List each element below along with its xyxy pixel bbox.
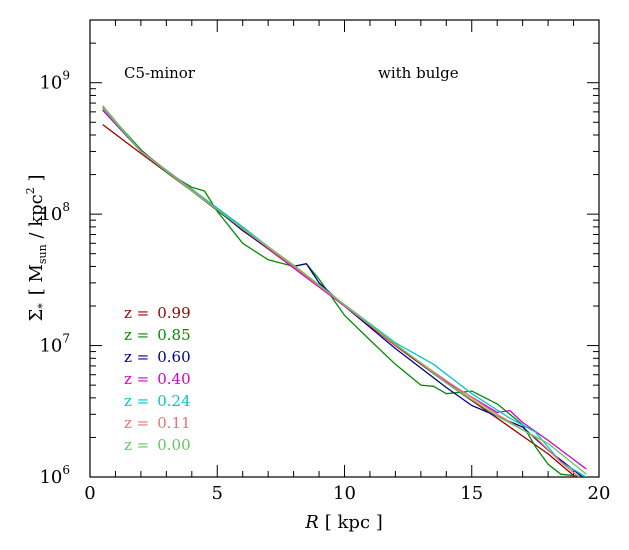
legend: z = 0.99 z = 0.85 z = 0.60 z = 0.40 z = 0.24 z = 0.… [124,304,191,454]
x-tick-labels: 0 5 10 15 20 [84,483,610,504]
legend-entry: z = 0.24 [124,392,191,410]
legend-prefix: z = [124,392,149,410]
x-tick-label: 10 [333,483,356,504]
y-axis-unit-sub: sun [36,244,49,264]
series-lines [102,105,587,477]
y-tick-label-base: 10 [39,73,62,94]
axis-ticks [89,19,600,478]
x-axis-symbol: R [304,512,319,533]
legend-value: 0.99 [157,304,190,322]
series-line [102,106,581,477]
legend-value: 0.11 [157,414,190,432]
annotation-right: with bulge [378,64,459,82]
x-tick-label: 0 [84,483,95,504]
legend-prefix: z = [124,326,149,344]
legend-value: 0.24 [157,392,190,410]
y-tick-label: 109 [39,69,70,94]
legend-value: 0.00 [157,436,190,454]
x-axis-title: R [ kpc ] [304,512,383,533]
y-tick-label-exp: 8 [62,200,70,214]
legend-entry: z = 0.60 [124,348,191,366]
legend-entry: z = 0.85 [124,326,191,344]
x-axis-unit: [ kpc ] [325,512,383,533]
y-axis-symbol-sub: * [36,303,49,309]
y-tick-label-base: 10 [39,204,62,225]
y-tick-label-exp: 9 [62,69,70,83]
series-line [102,105,587,475]
legend-prefix: z = [124,436,149,454]
legend-value: 0.40 [157,370,190,388]
legend-prefix: z = [124,304,149,322]
y-tick-label: 108 [39,200,70,225]
legend-entry: z = 0.11 [124,414,191,432]
y-tick-label-base: 10 [39,336,62,357]
y-axis-title: Σ* [ Msun / kpc2 ] [24,174,49,321]
y-tick-label-exp: 6 [62,463,70,477]
legend-value: 0.85 [157,326,190,344]
y-tick-label: 106 [39,463,70,488]
legend-prefix: z = [124,414,149,432]
x-tick-label: 5 [212,483,223,504]
legend-entry: z = 0.99 [124,304,191,322]
legend-entry: z = 0.00 [124,436,191,454]
legend-entry: z = 0.40 [124,370,191,388]
y-axis-unit-open: [ M [26,264,47,295]
y-axis-unit-mid: / kpc [26,194,47,244]
legend-prefix: z = [124,370,149,388]
y-axis-unit-sup: 2 [24,187,37,194]
x-tick-label: 20 [588,483,611,504]
annotation-left: C5-minor [124,64,196,82]
y-axis-unit-close: ] [26,174,47,187]
svg-text:Σ*[ Msun / kpc2 ]: Σ* [ Msun / kpc2 ] [24,174,49,321]
y-tick-label: 107 [39,332,70,357]
legend-prefix: z = [124,348,149,366]
legend-value: 0.60 [157,348,190,366]
y-axis-symbol: Σ [26,309,47,322]
y-tick-label-base: 10 [39,467,62,488]
x-tick-label: 15 [460,483,483,504]
y-tick-label-exp: 7 [62,332,70,346]
